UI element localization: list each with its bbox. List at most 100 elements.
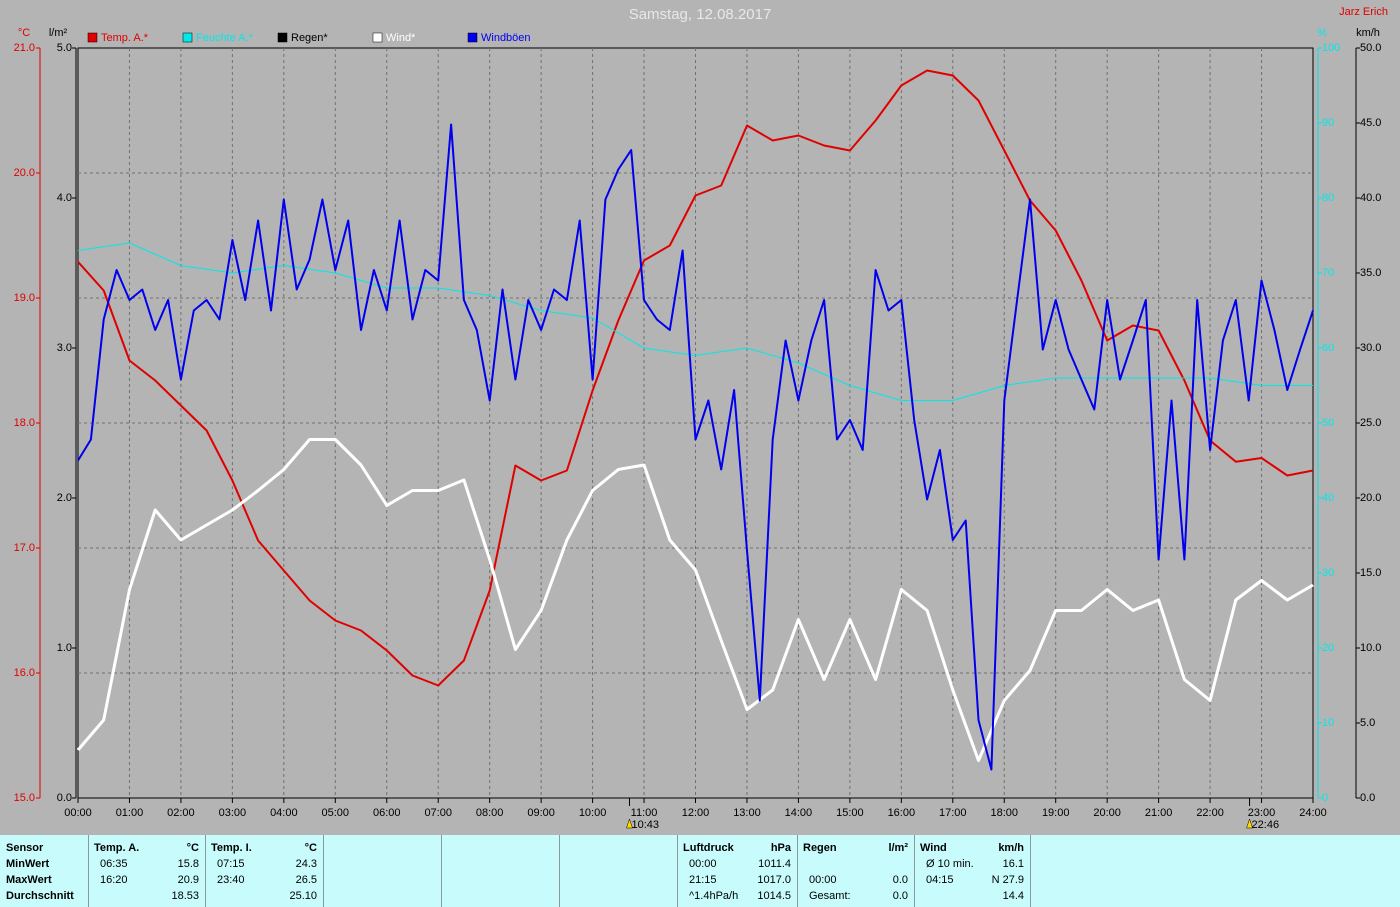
- y-tick-label: 80: [1322, 192, 1334, 204]
- group-unit: l/m²: [888, 842, 908, 854]
- axis-unit: km/h: [1356, 27, 1380, 39]
- series-line: [77, 69, 1314, 687]
- x-tick-label: 03:00: [219, 807, 247, 819]
- row-label: MinWert: [6, 858, 50, 870]
- x-tick-label: 10:00: [579, 807, 607, 819]
- axis-unit: %: [1317, 27, 1327, 39]
- group-unit: km/h: [998, 842, 1024, 854]
- table-divider: [88, 835, 89, 907]
- y-tick-label: 17.0: [14, 542, 35, 554]
- y-tick-label: 15.0: [14, 792, 35, 804]
- y-tick-label: 20: [1322, 642, 1334, 654]
- group-name: Luftdruck: [683, 842, 734, 854]
- cell-time: Ø 10 min.: [926, 858, 974, 870]
- chart-title: Samstag, 12.08.2017: [629, 6, 772, 23]
- y-tick-label: 60: [1322, 342, 1334, 354]
- x-tick-label: 22:00: [1196, 807, 1224, 819]
- y-tick-label: 35.0: [1360, 267, 1381, 279]
- y-tick-label: 5.0: [57, 42, 72, 54]
- y-tick-label: 0: [1322, 792, 1328, 804]
- legend-swatch: [182, 32, 193, 43]
- y-tick-label: 10.0: [1360, 642, 1381, 654]
- x-tick-label: 15:00: [836, 807, 864, 819]
- cell-time: 04:15: [926, 874, 954, 886]
- y-tick-label: 70: [1322, 267, 1334, 279]
- cell-time: 21:15: [689, 874, 717, 886]
- cell-time: 06:35: [100, 858, 128, 870]
- legend-label: Wind*: [386, 32, 416, 44]
- x-tick-label: 04:00: [270, 807, 298, 819]
- cell-time: 00:00: [809, 874, 837, 886]
- y-tick-label: 45.0: [1360, 117, 1381, 129]
- legend-swatch: [372, 32, 383, 43]
- table-header: Sensor: [6, 842, 44, 854]
- x-tick-label: 08:00: [476, 807, 504, 819]
- annotation-icon: [626, 818, 633, 829]
- y-tick-label: 90: [1322, 117, 1334, 129]
- x-tick-label: 17:00: [939, 807, 967, 819]
- y-tick-label: 100: [1322, 42, 1340, 54]
- cell-value: 18.53: [171, 890, 199, 902]
- legend-swatch: [87, 32, 98, 43]
- y-tick-label: 18.0: [14, 417, 35, 429]
- y-tick-label: 10: [1322, 717, 1334, 729]
- legend-label: Feuchte A.*: [196, 32, 254, 44]
- table-divider: [441, 835, 442, 907]
- y-tick-label: 4.0: [57, 192, 72, 204]
- x-tick-label: 19:00: [1042, 807, 1070, 819]
- y-tick-label: 5.0: [1360, 717, 1375, 729]
- y-tick-label: 40: [1322, 492, 1334, 504]
- x-tick-label: 13:00: [733, 807, 761, 819]
- cell-value: 20.9: [177, 874, 199, 886]
- y-tick-label: 20.0: [14, 167, 35, 179]
- legend-label: Regen*: [291, 32, 328, 44]
- series-line: [76, 438, 1314, 762]
- group-name: Temp. I.: [211, 842, 252, 854]
- y-tick-label: 25.0: [1360, 417, 1381, 429]
- y-tick-label: 30: [1322, 567, 1334, 579]
- x-tick-label: 14:00: [785, 807, 813, 819]
- y-tick-label: 40.0: [1360, 192, 1381, 204]
- series-line: [77, 242, 1313, 401]
- x-tick-label: 21:00: [1145, 807, 1173, 819]
- table-divider: [797, 835, 798, 907]
- y-tick-label: 50.0: [1360, 42, 1381, 54]
- series-line: [77, 123, 1314, 771]
- author: Jarz Erich: [1339, 6, 1388, 18]
- cell-value: 16.1: [1002, 858, 1024, 870]
- y-tick-label: 1.0: [57, 642, 72, 654]
- cell-time: 00:00: [689, 858, 717, 870]
- x-tick-label: 07:00: [424, 807, 452, 819]
- y-tick-label: 0.0: [1360, 792, 1375, 804]
- y-tick-label: 15.0: [1360, 567, 1381, 579]
- group-name: Temp. A.: [94, 842, 140, 854]
- cell-time: 23:40: [217, 874, 245, 886]
- table-divider: [323, 835, 324, 907]
- group-unit: °C: [304, 842, 317, 854]
- cell-value: 0.0: [892, 890, 908, 902]
- annotation-icon: [1246, 818, 1253, 829]
- chart: Samstag, 12.08.2017 Jarz Erich 00:00 01:0…: [14, 6, 1388, 831]
- y-tick-label: 16.0: [14, 667, 35, 679]
- row-label: Durchschnitt: [6, 890, 74, 902]
- x-tick-label: 12:00: [682, 807, 710, 819]
- table-divider: [677, 835, 678, 907]
- legend-label: Temp. A.*: [101, 32, 149, 44]
- cell-value: 26.5: [295, 874, 317, 886]
- x-tick-label: 23:00: [1248, 807, 1276, 819]
- x-tick-label: 09:00: [527, 807, 555, 819]
- x-tick-label: 00:00: [64, 807, 92, 819]
- cell-value: 1011.4: [758, 858, 791, 870]
- y-tick-label: 2.0: [57, 492, 72, 504]
- group-unit: °C: [186, 842, 199, 854]
- x-tick-label: 01:00: [116, 807, 144, 819]
- x-tick-label: 11:00: [631, 807, 658, 819]
- table-divider: [559, 835, 560, 907]
- cell-value: 0.0: [892, 874, 908, 886]
- y-tick-label: 19.0: [14, 292, 35, 304]
- x-tick-label: 16:00: [888, 807, 916, 819]
- y-tick-label: 3.0: [57, 342, 72, 354]
- x-tick-label: 20:00: [1093, 807, 1121, 819]
- x-tick-label: 06:00: [373, 807, 401, 819]
